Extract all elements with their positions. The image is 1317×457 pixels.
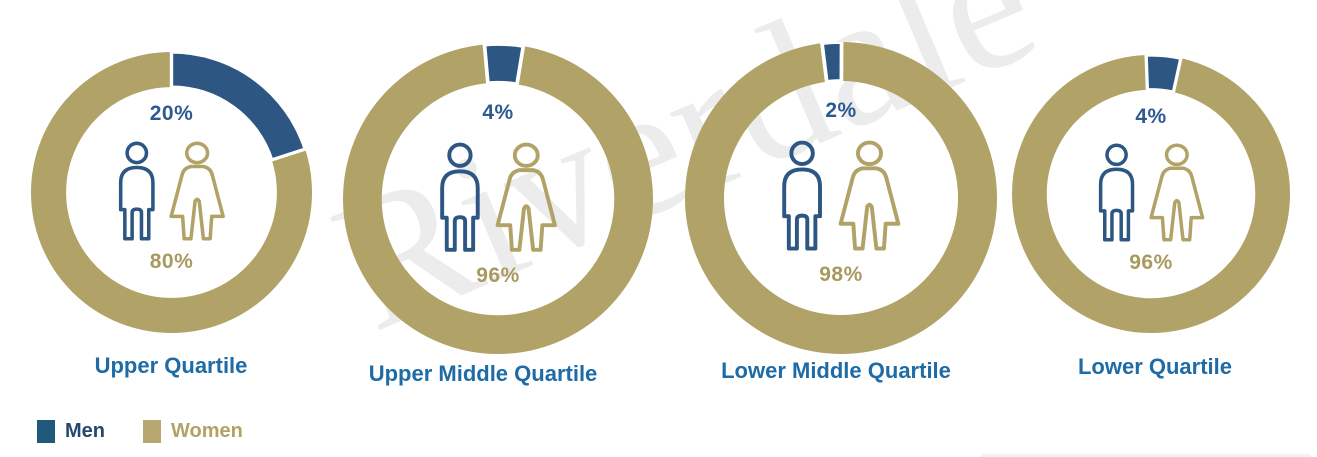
- women-percentage-label: 80%: [149, 249, 194, 273]
- men-legend-swatch: [37, 420, 55, 443]
- person-icons: [31, 141, 312, 249]
- men-percentage-label: 20%: [149, 102, 194, 126]
- women-percentage-label: 96%: [1129, 250, 1173, 274]
- women-percentage-label: 96%: [476, 263, 520, 287]
- men-percentage-label: 2%: [825, 99, 857, 123]
- donut-ring-upper-middle-quartile: [343, 44, 653, 354]
- man-icon: [118, 141, 155, 241]
- women-legend-label: Women: [171, 420, 243, 442]
- women-percentage-label: 98%: [819, 263, 863, 286]
- quartile-title: Lower Quartile: [1077, 354, 1233, 379]
- quartile-title: Lower Middle Quartile: [721, 358, 951, 383]
- watermark-tile-sliver: [981, 454, 1311, 457]
- quartile-title: Upper Middle Quartile: [368, 361, 598, 386]
- woman-icon: [838, 140, 900, 251]
- man-icon: [439, 142, 480, 252]
- legend-item-women: Women: [143, 420, 243, 443]
- donut-ring-lower-middle-quartile: [685, 42, 997, 354]
- woman-icon: [495, 142, 557, 252]
- donut-lower-quartile: 4% 96%: [1012, 55, 1290, 333]
- woman-icon: [169, 141, 226, 241]
- person-icons: [1012, 143, 1290, 250]
- person-icons: [343, 142, 653, 261]
- person-icons: [685, 140, 997, 260]
- donut-lower-middle-quartile: 2% 98%: [685, 42, 997, 354]
- woman-icon: [1149, 143, 1205, 242]
- women-legend-swatch: [143, 420, 161, 443]
- donut-upper-quartile: 20% 80%: [31, 52, 312, 333]
- quartile-title: Upper Quartile: [94, 353, 248, 378]
- man-icon: [1098, 143, 1134, 242]
- legend-item-men: Men: [37, 420, 105, 443]
- men-legend-label: Men: [65, 420, 105, 442]
- donut-ring-lower-quartile: [1012, 55, 1290, 333]
- donut-ring-upper-quartile: [31, 52, 312, 333]
- legend: Men Women: [37, 420, 243, 443]
- donut-upper-middle-quartile: 4% 96%: [343, 44, 653, 354]
- men-percentage-label: 4%: [1135, 104, 1167, 128]
- men-percentage-label: 4%: [482, 100, 514, 124]
- man-icon: [782, 140, 823, 251]
